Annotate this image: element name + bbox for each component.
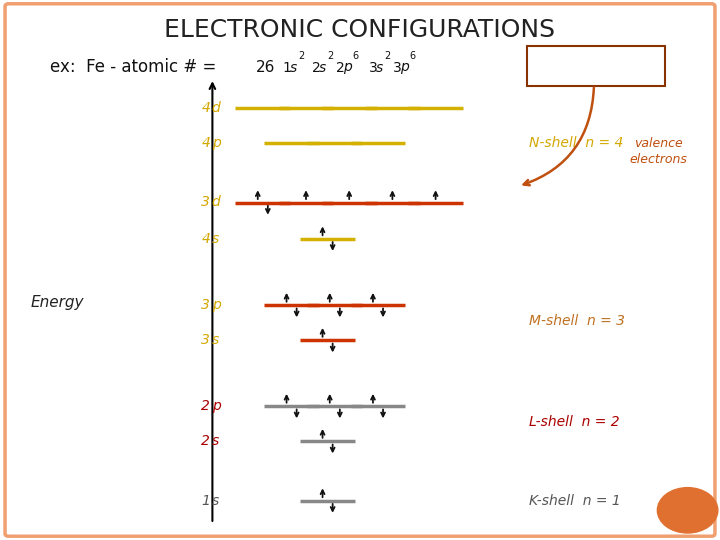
Text: 6: 6 [556, 50, 563, 59]
Text: d: d [212, 101, 220, 115]
Text: d: d [546, 59, 555, 74]
Text: L-shell  n = 2: L-shell n = 2 [529, 415, 620, 429]
Text: 4: 4 [202, 101, 210, 115]
Text: 2: 2 [591, 50, 598, 59]
Text: p: p [400, 60, 409, 75]
Text: 3: 3 [202, 298, 210, 312]
Text: M-shell  n = 3: M-shell n = 3 [529, 314, 625, 328]
Text: 2: 2 [202, 434, 210, 448]
Text: ELECTRONIC CONFIGURATIONS: ELECTRONIC CONFIGURATIONS [164, 18, 556, 42]
Text: valence: valence [634, 137, 683, 150]
Text: p: p [343, 60, 352, 75]
Text: 1: 1 [202, 494, 210, 508]
Text: 3: 3 [202, 333, 210, 347]
Text: p: p [212, 136, 220, 150]
Text: Energy: Energy [31, 295, 84, 310]
Text: K-shell  n = 1: K-shell n = 1 [529, 494, 621, 508]
Text: s: s [212, 232, 219, 246]
Text: p: p [212, 399, 220, 413]
Text: p: p [212, 298, 220, 312]
Text: 2: 2 [328, 51, 334, 60]
FancyBboxPatch shape [527, 46, 665, 86]
Text: 26: 26 [256, 60, 275, 75]
Text: 1: 1 [282, 60, 291, 75]
Text: 6: 6 [352, 51, 359, 60]
Text: 4: 4 [202, 136, 210, 150]
Text: 2: 2 [298, 51, 305, 60]
Text: 4: 4 [202, 232, 210, 246]
Text: 2: 2 [336, 60, 345, 75]
Text: 3: 3 [393, 60, 402, 75]
Text: 6: 6 [409, 51, 415, 60]
Text: 3: 3 [202, 195, 210, 210]
Text: s: s [212, 434, 219, 448]
Text: electrons: electrons [630, 153, 688, 166]
Text: 3: 3 [369, 60, 377, 75]
Circle shape [657, 488, 718, 533]
Text: s: s [212, 333, 219, 347]
FancyArrowPatch shape [523, 87, 594, 185]
Text: 2: 2 [384, 51, 391, 60]
Text: 3: 3 [536, 59, 546, 74]
Text: ex:  Fe - atomic # =: ex: Fe - atomic # = [50, 58, 217, 77]
Text: s: s [376, 60, 383, 75]
Text: s: s [319, 60, 326, 75]
Text: 2: 2 [312, 60, 320, 75]
Text: s: s [289, 60, 297, 75]
Text: N-shell  n = 4: N-shell n = 4 [529, 136, 624, 150]
Text: 2: 2 [202, 399, 210, 413]
Text: s: s [212, 494, 219, 508]
Text: s: s [581, 59, 589, 74]
Text: 4: 4 [572, 59, 581, 74]
Text: d: d [212, 195, 220, 210]
